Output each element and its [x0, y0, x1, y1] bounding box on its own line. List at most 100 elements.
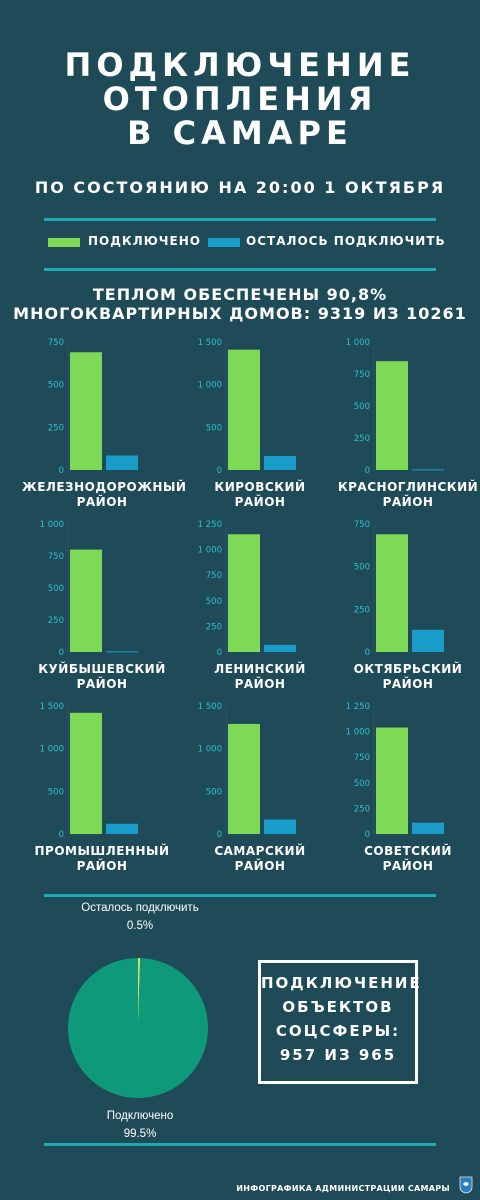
social-line-3: СОЦСФЕРЫ: [275, 1022, 401, 1040]
y-tick-label: 0 [59, 830, 64, 838]
divider-bottom [44, 1143, 436, 1146]
y-tick-label: 0 [217, 830, 222, 838]
social-line-1: ПОДКЛЮЧЕНИЕ [261, 974, 422, 992]
pie-slice-remaining [138, 958, 141, 1028]
bar-connected [70, 712, 102, 834]
y-tick-label: 1 000 [198, 745, 222, 755]
y-tick-label: 1 000 [346, 728, 370, 738]
y-tick-label: 1 500 [198, 338, 222, 348]
social-line-4: 957 ИЗ 965 [279, 1046, 397, 1064]
y-tick-label: 1 500 [40, 702, 64, 712]
y-tick-label: 500 [206, 787, 222, 797]
district-chart: 0 500 1 000 1 500 КИРОВСКИЙ РАЙОН [180, 334, 340, 514]
y-tick-label: 750 [48, 552, 64, 562]
footer-credit: ИНФОГРАФИКА АДМИНИСТРАЦИИ САМАРЫ [236, 1184, 450, 1193]
y-tick-label: 1 000 [40, 520, 64, 530]
bar-connected [70, 352, 102, 470]
y-tick-label: 500 [206, 597, 222, 607]
y-tick-label: 0 [59, 466, 64, 474]
pie-chart: Осталось подключить 0.5% Подключено 99.5… [60, 898, 220, 1148]
legend-connected-label: ПОДКЛЮЧЕНО [88, 234, 201, 248]
y-tick-label: 500 [206, 423, 222, 433]
divider-top [44, 218, 436, 221]
y-tick-label: 750 [354, 370, 370, 380]
district-name: КИРОВСКИЙ [214, 480, 306, 494]
y-tick-label: 750 [48, 338, 64, 348]
headline-line-2: МНОГОКВАРТИРНЫХ ДОМОВ: 9319 ИЗ 10261 [13, 304, 467, 323]
district-name-suffix: РАЙОН [76, 495, 128, 509]
district-name: КУЙБЫШЕВСКИЙ [38, 662, 166, 676]
social-line-2: ОБЪЕКТОВ [282, 998, 394, 1016]
y-tick-label: 250 [48, 616, 64, 626]
bar-connected [376, 727, 408, 834]
legend-remaining-swatch [208, 238, 240, 247]
bar-remaining [412, 469, 444, 471]
samara-emblem-icon [459, 1176, 473, 1194]
district-name-suffix: РАЙОН [76, 677, 128, 691]
pie-slice-connected [68, 958, 208, 1098]
y-tick-label: 500 [354, 402, 370, 412]
headline-line-1: ТЕПЛОМ ОБЕСПЕЧЕНЫ 90,8% [92, 285, 388, 304]
bar-remaining [106, 823, 138, 834]
divider-pie [44, 894, 436, 897]
y-tick-label: 0 [217, 466, 222, 474]
y-tick-label: 1 000 [198, 546, 222, 556]
divider-legend [44, 268, 436, 271]
bar-connected [376, 361, 408, 470]
y-tick-label: 1 500 [198, 702, 222, 712]
district-chart-svg: 0 250 500 750 1 000 [40, 520, 138, 656]
district-name-suffix: РАЙОН [234, 859, 286, 873]
district-chart-svg: 0 250 500 750 [354, 520, 444, 656]
title-line-2: ОТОПЛЕНИЯ [102, 80, 378, 118]
y-tick-label: 500 [48, 787, 64, 797]
pie-value-remaining: 0.5% [126, 920, 154, 932]
bar-remaining [264, 455, 296, 470]
y-tick-label: 250 [354, 804, 370, 814]
title-line-1: ПОДКЛЮЧЕНИЕ [64, 46, 416, 84]
pie-value-connected: 99.5% [123, 1128, 157, 1140]
district-chart-svg: 0 250 500 750 [48, 338, 138, 474]
district-chart: 0 250 500 750 1 000 КУЙБЫШЕВСКИЙ РАЙОН [22, 516, 182, 696]
bar-remaining [106, 651, 138, 653]
y-tick-label: 1 250 [198, 520, 222, 530]
bar-connected [228, 349, 260, 470]
district-chart: 0 250 500 750 ЖЕЛЕЗНОДОРОЖНЫЙ РАЙОН [22, 334, 186, 514]
bar-connected [70, 549, 102, 652]
status-subtitle: ПО СОСТОЯНИЮ НА 20:00 1 ОКТЯБРЯ [34, 178, 446, 197]
district-name-suffix: РАЙОН [234, 677, 286, 691]
district-name: ОКТЯБРЬСКИЙ [353, 662, 463, 676]
district-name: ЛЕНИНСКИЙ [214, 662, 306, 676]
district-chart: 0 250 500 750 ОКТЯБРЬСКИЙ РАЙОН [328, 516, 480, 696]
district-chart: 0 250 500 750 1 000 1 250 ЛЕНИНСКИЙ РАЙОН [180, 516, 340, 696]
district-chart: 0 250 500 750 1 000 1 250 СОВЕТСКИЙ РАЙОН [328, 698, 480, 878]
district-chart: 0 500 1 000 1 500 ПРОМЫШЛЕННЫЙ РАЙОН [22, 698, 182, 878]
district-chart-svg: 0 250 500 750 1 000 1 250 [198, 520, 296, 656]
district-name-suffix: РАЙОН [234, 495, 286, 509]
title-line-3: В САМАРЕ [127, 114, 353, 152]
pie-svg [68, 958, 208, 1098]
y-tick-label: 0 [365, 830, 370, 838]
y-tick-label: 750 [354, 753, 370, 763]
y-tick-label: 1 250 [346, 702, 370, 712]
bar-connected [376, 534, 408, 652]
bar-remaining [106, 455, 138, 470]
district-chart: 0 250 500 750 1 000 КРАСНОГЛИНСКИЙ РАЙОН [328, 334, 480, 514]
district-chart-svg: 0 250 500 750 1 000 [346, 338, 444, 474]
district-chart-svg: 0 250 500 750 1 000 1 250 [346, 702, 444, 838]
y-tick-label: 0 [365, 648, 370, 656]
pie-label-remaining: Осталось подключить [81, 902, 199, 914]
y-tick-label: 750 [206, 571, 222, 581]
district-name-suffix: РАЙОН [76, 859, 128, 873]
district-name: КРАСНОГЛИНСКИЙ [337, 480, 479, 494]
bar-remaining [264, 819, 296, 834]
y-tick-label: 1 000 [40, 745, 64, 755]
legend: ПОДКЛЮЧЕНО ОСТАЛОСЬ ПОДКЛЮЧИТЬ [46, 234, 446, 254]
district-name-suffix: РАЙОН [382, 859, 434, 873]
district-name-suffix: РАЙОН [382, 495, 434, 509]
y-tick-label: 250 [354, 605, 370, 615]
y-tick-label: 1 000 [346, 338, 370, 348]
district-name: САМАРСКИЙ [214, 844, 306, 858]
bar-remaining [412, 822, 444, 834]
y-tick-label: 500 [48, 381, 64, 391]
pie-label-connected: Подключено [106, 1110, 174, 1122]
